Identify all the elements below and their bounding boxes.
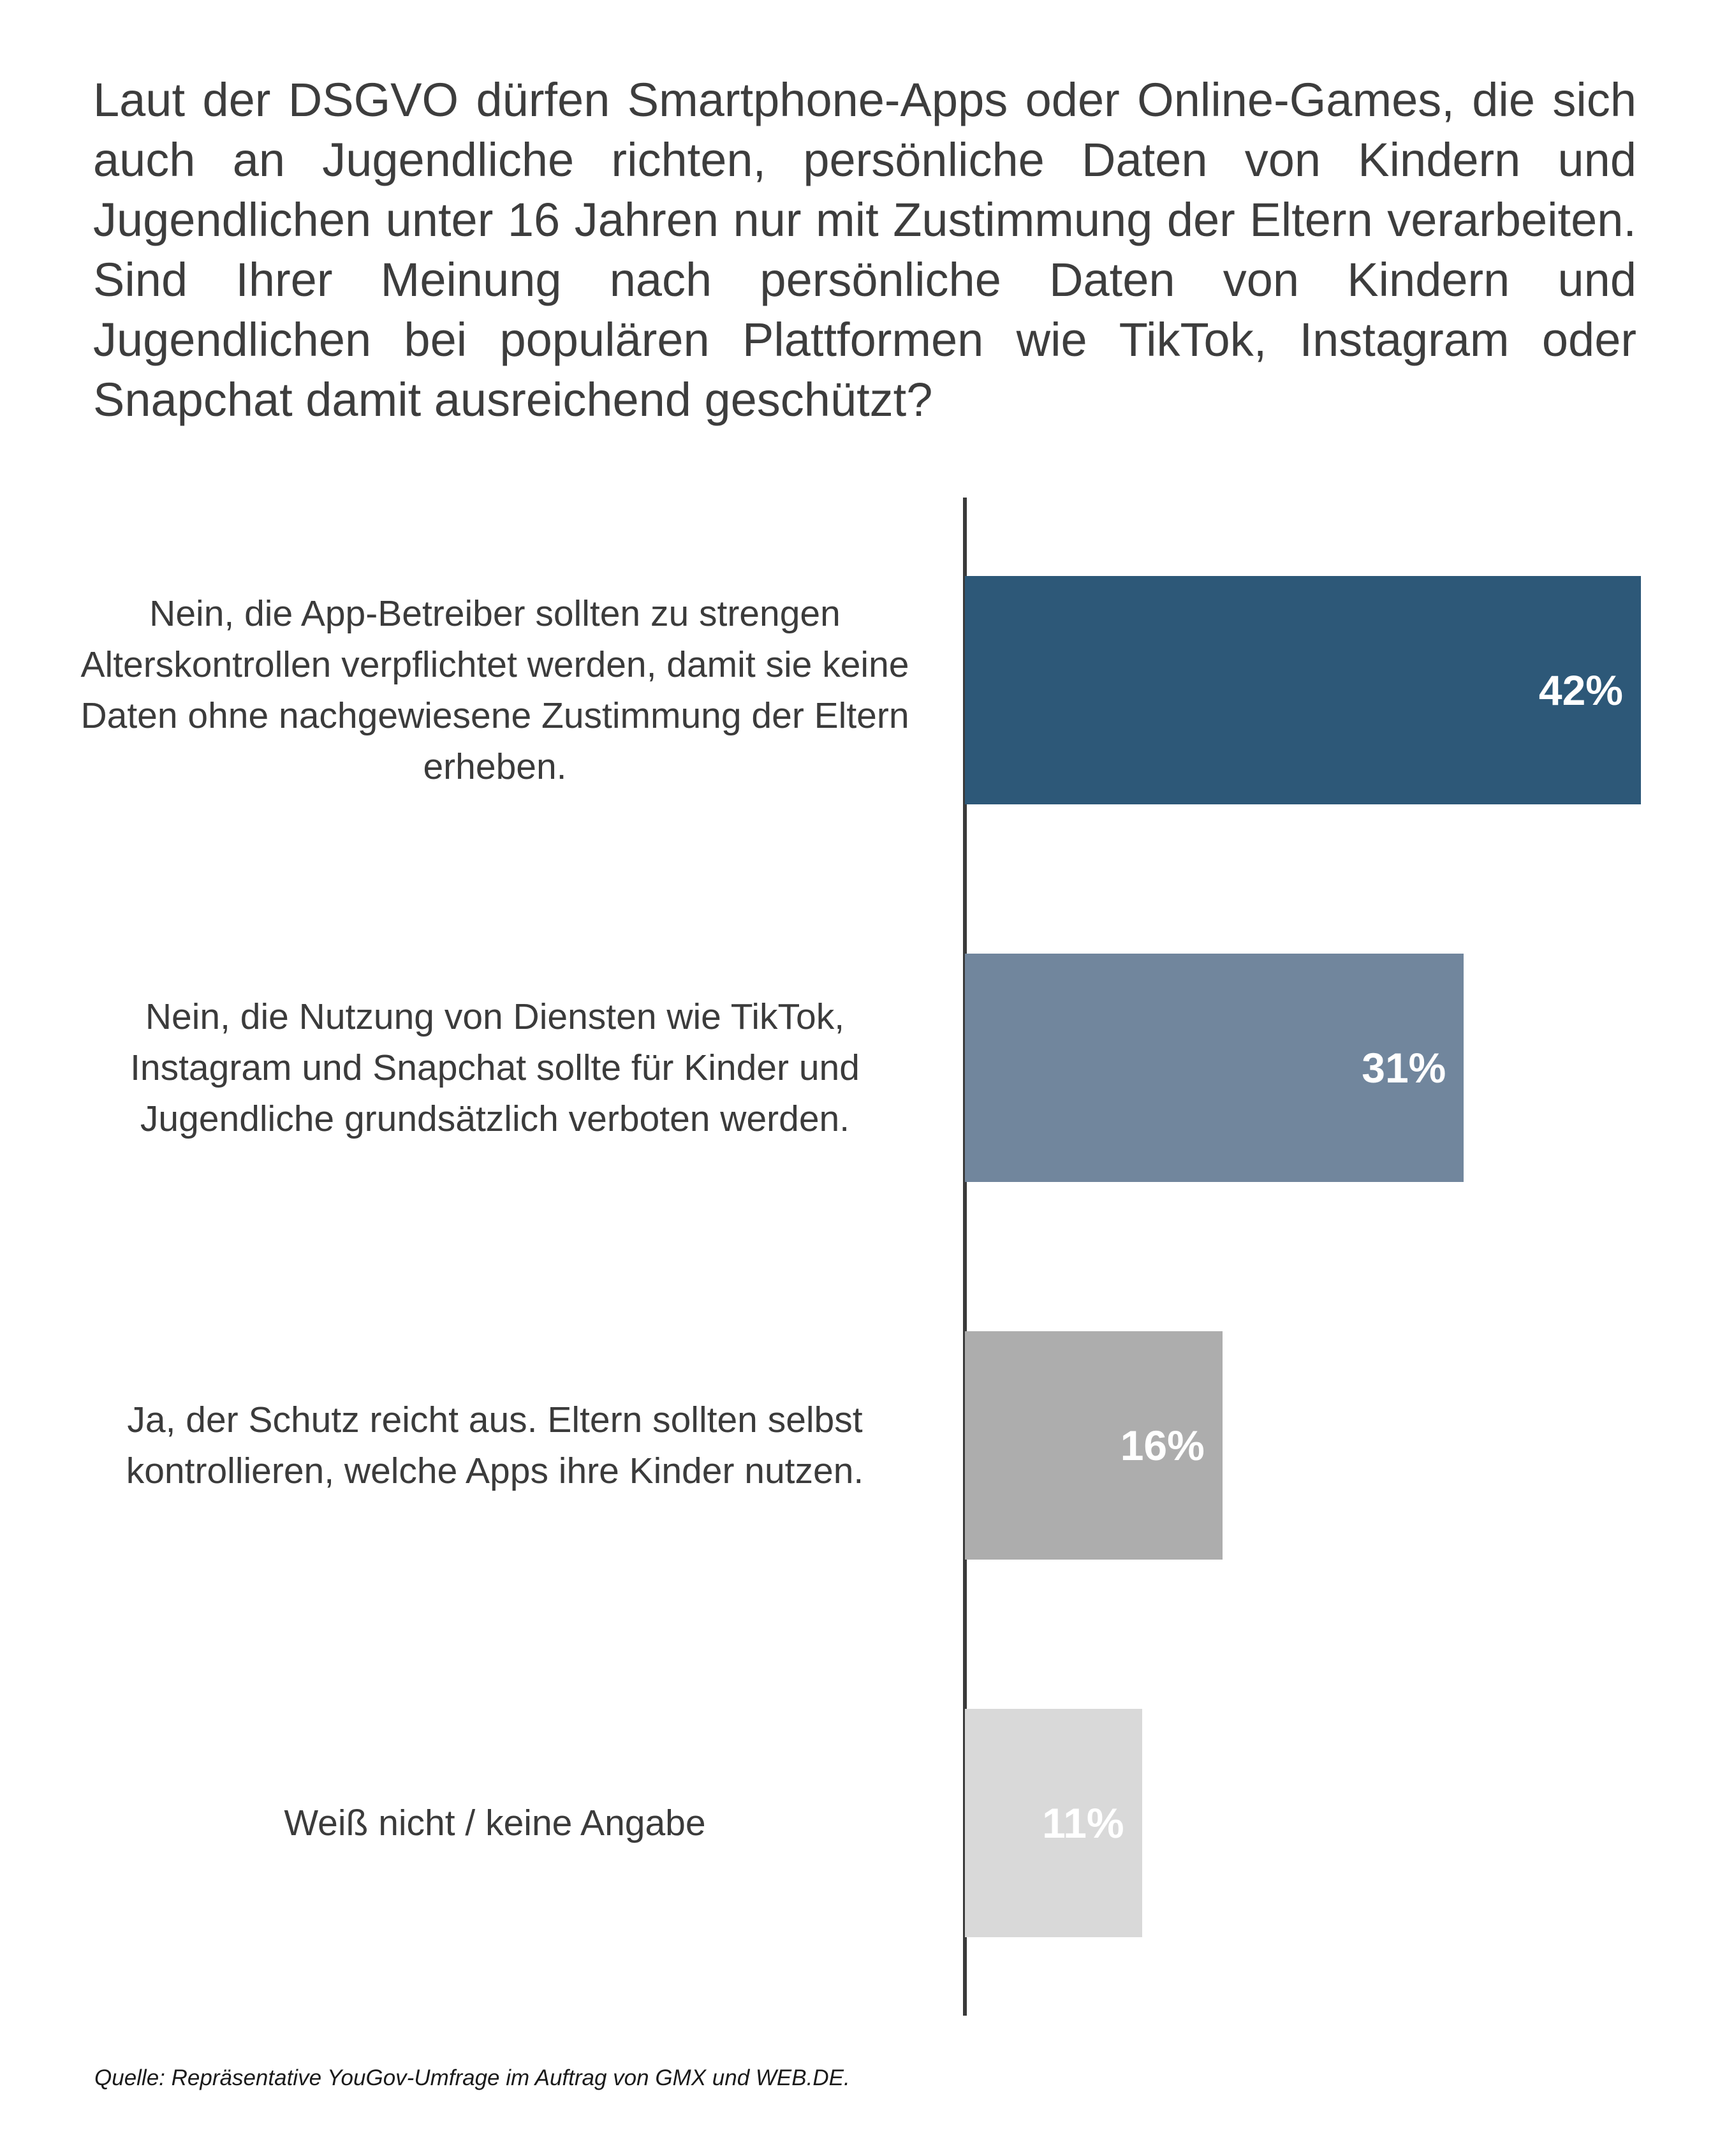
value-label-weiss-nicht: 11% — [1042, 1799, 1124, 1847]
bar-verbot — [965, 954, 1464, 1182]
bar-strenge-alterskontrollen — [965, 576, 1641, 804]
category-label-weiss-nicht: Weiß nicht / keine Angabe — [284, 1803, 706, 1843]
question-title: Laut der DSGVO dürfen Smartphone-Apps od… — [93, 73, 1636, 426]
category-axis-line — [963, 498, 967, 2016]
bar-weiss-nicht — [965, 1709, 1142, 1937]
source-note: Quelle: Repräsentative YouGov-Umfrage im… — [94, 2065, 850, 2090]
bar-schutz-reicht-aus — [965, 1331, 1223, 1560]
value-label-strenge-alterskontrollen: 42% — [1538, 667, 1623, 714]
value-label-verbot: 31% — [1362, 1044, 1446, 1091]
category-label-schutz-reicht-aus: Ja, der Schutz reicht aus. Eltern sollte… — [126, 1399, 864, 1491]
bar-chart: Nein, die App-Betreiber sollten zu stren… — [0, 498, 1727, 2016]
category-label-strenge-alterskontrollen: Nein, die App-Betreiber sollten zu stren… — [80, 593, 909, 787]
category-label-verbot: Nein, die Nutzung von Diensten wie TikTo… — [130, 996, 860, 1139]
value-label-schutz-reicht-aus: 16% — [1120, 1422, 1205, 1469]
